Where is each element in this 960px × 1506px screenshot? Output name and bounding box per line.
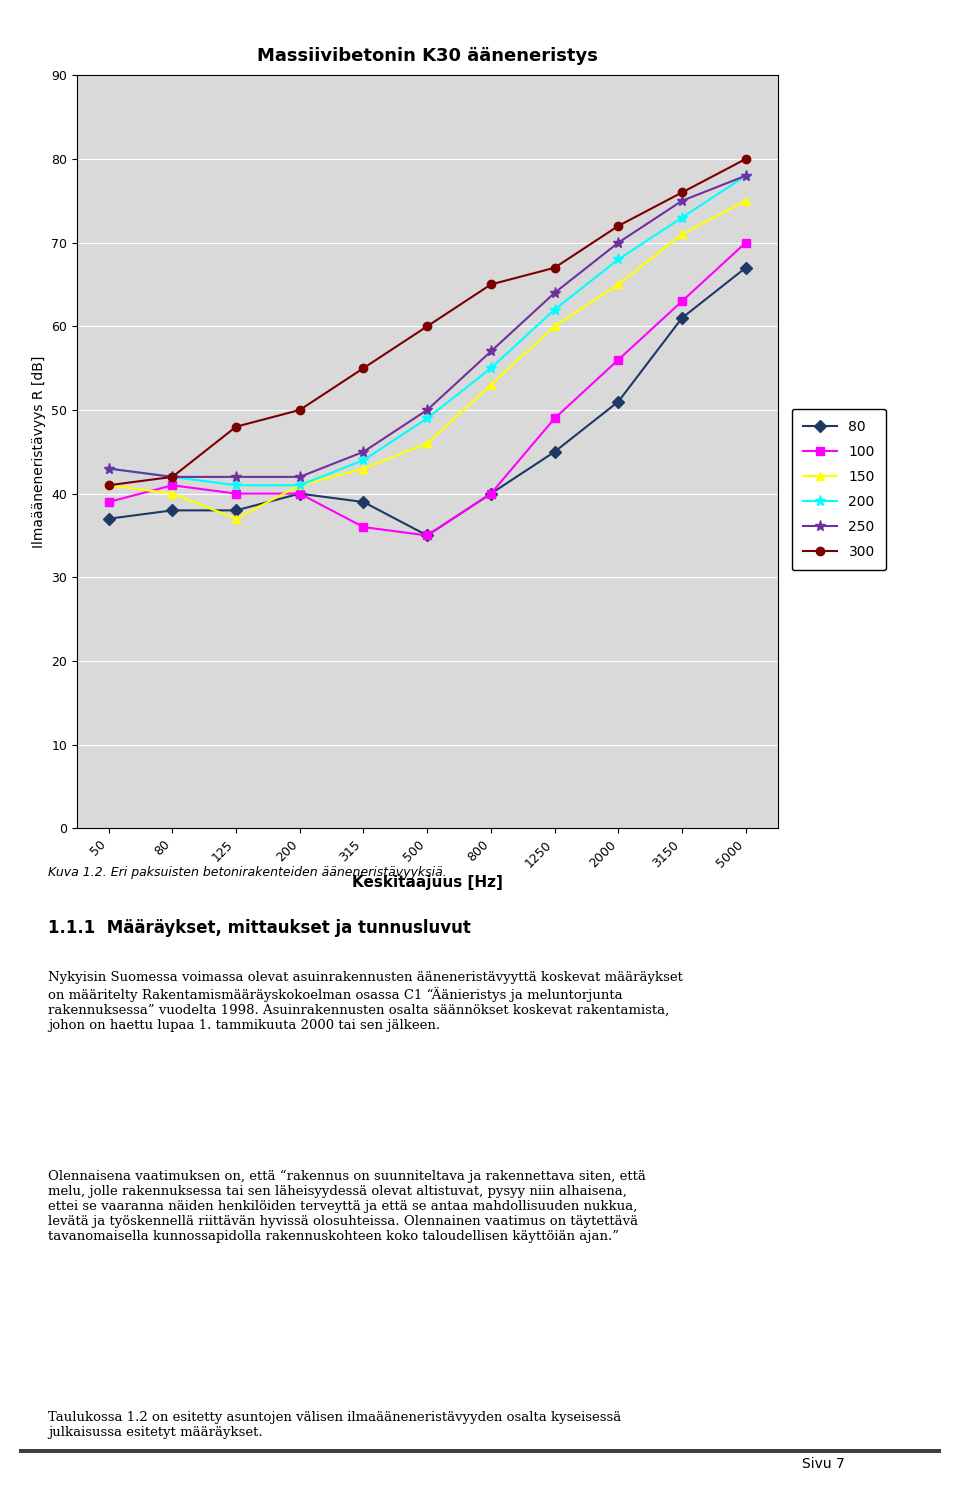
80 (167, 501, 179, 520)
200 (485, 358, 496, 376)
100 (549, 410, 561, 428)
200 (549, 301, 561, 319)
200 (294, 476, 305, 494)
80 (612, 393, 624, 411)
80 (740, 259, 752, 277)
Line: 200: 200 (103, 170, 752, 491)
100 (230, 485, 242, 503)
150 (740, 191, 752, 209)
250 (612, 233, 624, 252)
200 (103, 459, 114, 477)
150 (421, 434, 433, 452)
100 (740, 233, 752, 252)
300 (103, 476, 114, 494)
200 (167, 468, 179, 486)
250 (167, 468, 179, 486)
80 (549, 443, 561, 461)
250 (740, 167, 752, 185)
Text: Taulukossa 1.2 on esitetty asuntojen välisen ilmaääneneristävyyden osalta kyseis: Taulukossa 1.2 on esitetty asuntojen väl… (48, 1411, 621, 1440)
100 (676, 292, 687, 310)
100 (485, 485, 496, 503)
80 (103, 509, 114, 527)
Line: 250: 250 (103, 170, 752, 482)
200 (358, 452, 370, 470)
100 (294, 485, 305, 503)
Text: Olennaisena vaatimuksen on, että “rakennus on suunniteltava ja rakennettava site: Olennaisena vaatimuksen on, että “rakenn… (48, 1170, 646, 1244)
80 (230, 501, 242, 520)
150 (549, 318, 561, 336)
150 (676, 226, 687, 244)
300 (612, 217, 624, 235)
300 (167, 468, 179, 486)
80 (485, 485, 496, 503)
100 (358, 518, 370, 536)
Line: 100: 100 (105, 238, 750, 539)
100 (167, 476, 179, 494)
250 (230, 468, 242, 486)
250 (485, 342, 496, 360)
300 (485, 276, 496, 294)
Text: Nykyisin Suomessa voimassa olevat asuinrakennusten ääneneristävyyttä koskevat mä: Nykyisin Suomessa voimassa olevat asuinr… (48, 971, 683, 1032)
80 (676, 309, 687, 327)
100 (103, 492, 114, 511)
150 (612, 276, 624, 294)
300 (294, 401, 305, 419)
150 (103, 476, 114, 494)
200 (676, 208, 687, 226)
250 (103, 459, 114, 477)
300 (676, 184, 687, 202)
300 (421, 318, 433, 336)
Legend: 80, 100, 150, 200, 250, 300: 80, 100, 150, 200, 250, 300 (792, 408, 886, 571)
300 (549, 259, 561, 277)
Line: 150: 150 (105, 197, 750, 523)
200 (612, 250, 624, 268)
Title: Massiivibetonin K30 ääneneristys: Massiivibetonin K30 ääneneristys (256, 47, 598, 65)
200 (740, 167, 752, 185)
150 (167, 485, 179, 503)
150 (294, 476, 305, 494)
250 (676, 191, 687, 209)
Line: 80: 80 (105, 264, 750, 539)
80 (294, 485, 305, 503)
X-axis label: Keskitaajuus [Hz]: Keskitaajuus [Hz] (351, 875, 503, 890)
150 (230, 509, 242, 527)
80 (358, 492, 370, 511)
Text: Kuva 1.2. Eri paksuisten betonirakenteiden ääneneristävyyksiä.: Kuva 1.2. Eri paksuisten betonirakenteid… (48, 866, 446, 880)
150 (358, 459, 370, 477)
300 (358, 358, 370, 376)
200 (230, 476, 242, 494)
250 (421, 401, 433, 419)
Text: Sivu 7: Sivu 7 (802, 1458, 845, 1471)
Line: 300: 300 (105, 155, 750, 489)
100 (421, 527, 433, 545)
100 (612, 351, 624, 369)
Text: 1.1.1  Määräykset, mittaukset ja tunnusluvut: 1.1.1 Määräykset, mittaukset ja tunnuslu… (48, 919, 470, 937)
300 (230, 417, 242, 435)
250 (358, 443, 370, 461)
200 (421, 410, 433, 428)
250 (294, 468, 305, 486)
80 (421, 527, 433, 545)
250 (549, 283, 561, 301)
150 (485, 376, 496, 395)
300 (740, 151, 752, 169)
Y-axis label: Ilmaääneneristävyys R [dB]: Ilmaääneneristävyys R [dB] (32, 355, 45, 548)
